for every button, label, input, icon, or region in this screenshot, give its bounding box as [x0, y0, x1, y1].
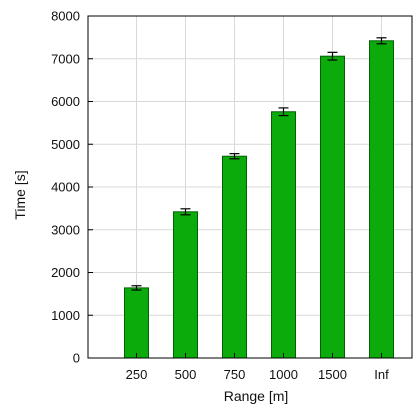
y-tick-label: 8000 — [51, 9, 80, 24]
x-tick-label: 1500 — [318, 367, 347, 382]
x-tick-label: 500 — [175, 367, 197, 382]
error-bar-1500 — [327, 51, 338, 61]
tick-labels: 0 1000 2000 3000 4000 5000 6000 7000 8000 250 500 7… — [51, 9, 389, 383]
y-tick-label: 3000 — [51, 222, 80, 237]
x-axis-title: Range [m] — [224, 388, 289, 404]
y-tick-label: 7000 — [51, 51, 80, 66]
x-tick-label: 250 — [126, 367, 148, 382]
x-tick-label: 750 — [224, 367, 246, 382]
x-tick-label: 1000 — [269, 367, 298, 382]
x-tick-label: Inf — [374, 367, 389, 382]
bar-1500 — [320, 55, 345, 359]
error-bar-750 — [229, 153, 240, 160]
y-tick-label: 6000 — [51, 94, 80, 109]
y-tick-label: 0 — [73, 351, 80, 366]
bar-Inf — [369, 40, 394, 359]
y-tick-label: 2000 — [51, 265, 80, 280]
bars — [124, 40, 394, 359]
axes — [87, 15, 413, 359]
error-bar-Inf — [376, 37, 387, 45]
bar-500 — [173, 211, 198, 359]
error-bar-1000 — [278, 107, 289, 117]
y-tick-label: 4000 — [51, 180, 80, 195]
y-axis-title: Time [s] — [12, 170, 28, 219]
y-tick-label: 1000 — [51, 308, 80, 323]
bar-1000 — [271, 111, 296, 359]
error-bars — [131, 37, 387, 291]
bar-750 — [222, 155, 247, 359]
error-bar-250 — [131, 285, 142, 291]
error-bar-500 — [180, 208, 191, 216]
y-tick-label: 5000 — [51, 137, 80, 152]
bar-250 — [124, 287, 149, 359]
